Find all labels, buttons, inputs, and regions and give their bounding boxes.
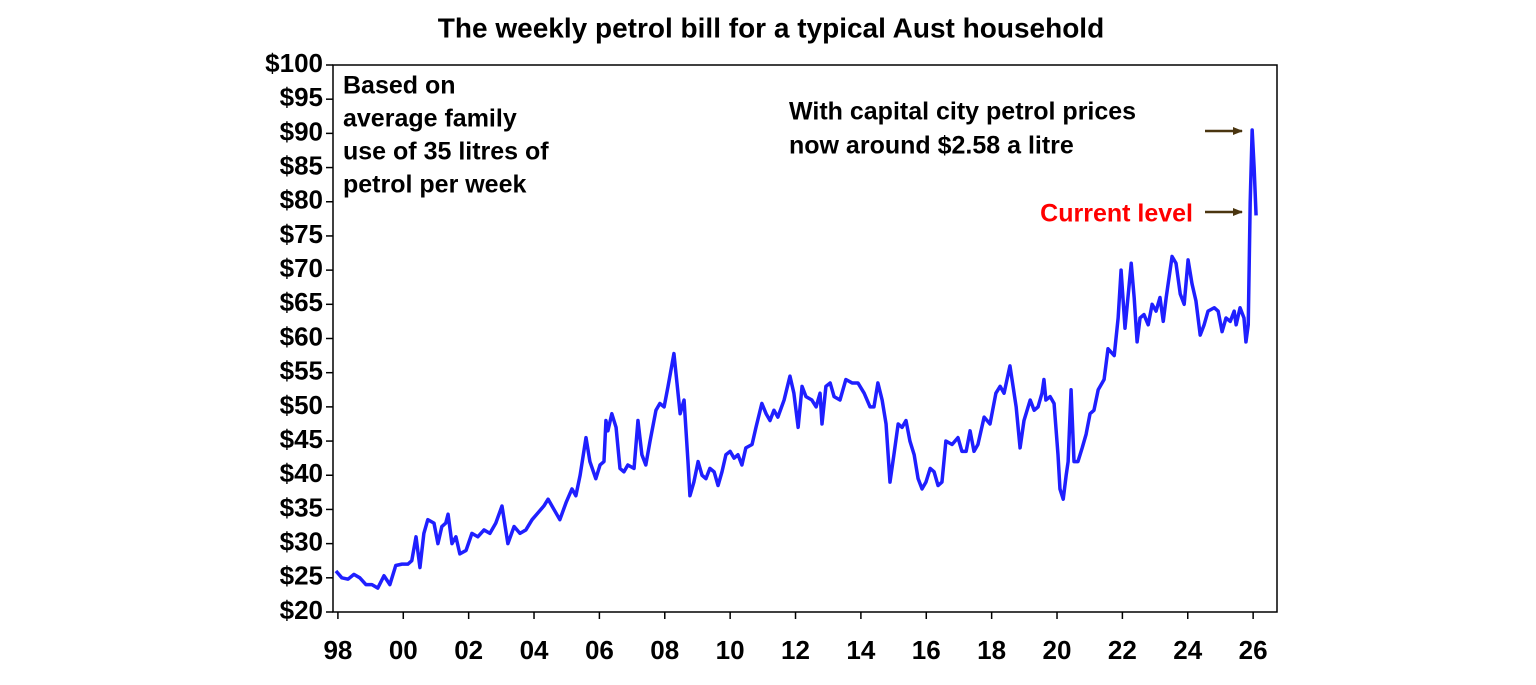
y-tick-label: $70 <box>280 253 323 283</box>
current-label: Current level <box>1040 200 1193 228</box>
y-tick-label: $80 <box>280 185 323 215</box>
y-tick-label: $90 <box>280 116 323 146</box>
x-tick-label: 22 <box>1108 635 1137 665</box>
y-tick-label: $60 <box>280 321 323 351</box>
y-tick-label: $30 <box>280 527 323 557</box>
x-tick-label: 10 <box>716 635 745 665</box>
note-text: average family <box>343 105 517 133</box>
note-text: petrol per week <box>343 171 526 199</box>
x-tick-label: 14 <box>846 635 875 665</box>
data-line <box>334 128 1258 590</box>
annotation-text: now around $2.58 a litre <box>789 132 1074 160</box>
x-tick-label: 24 <box>1173 635 1202 665</box>
y-tick-label: $40 <box>280 458 323 488</box>
y-tick-label: $65 <box>280 287 323 317</box>
x-tick-label: 12 <box>781 635 810 665</box>
y-tick-label: $85 <box>280 150 323 180</box>
y-tick-label: $100 <box>265 48 323 78</box>
x-tick-label: 02 <box>454 635 483 665</box>
y-tick-label: $50 <box>280 390 323 420</box>
y-tick-label: $95 <box>280 82 323 112</box>
y-tick-label: $55 <box>280 356 323 386</box>
y-tick-label: $75 <box>280 219 323 249</box>
note-text: use of 35 litres of <box>343 138 549 166</box>
x-tick-label: 08 <box>650 635 679 665</box>
y-tick-label: $25 <box>280 561 323 591</box>
y-tick-label: $35 <box>280 492 323 522</box>
x-tick-label: 26 <box>1239 635 1268 665</box>
chart-title: The weekly petrol bill for a typical Aus… <box>438 12 1104 43</box>
x-tick-label: 98 <box>323 635 352 665</box>
y-tick-label: $45 <box>280 424 323 454</box>
annotation-text: With capital city petrol prices <box>789 98 1136 126</box>
x-tick-label: 20 <box>1043 635 1072 665</box>
x-tick-label: 04 <box>520 635 549 665</box>
x-tick-label: 16 <box>912 635 941 665</box>
note-text: Based on <box>343 72 456 100</box>
x-tick-label: 18 <box>977 635 1006 665</box>
x-tick-label: 00 <box>389 635 418 665</box>
x-tick-label: 06 <box>585 635 614 665</box>
y-tick-label: $20 <box>280 595 323 625</box>
